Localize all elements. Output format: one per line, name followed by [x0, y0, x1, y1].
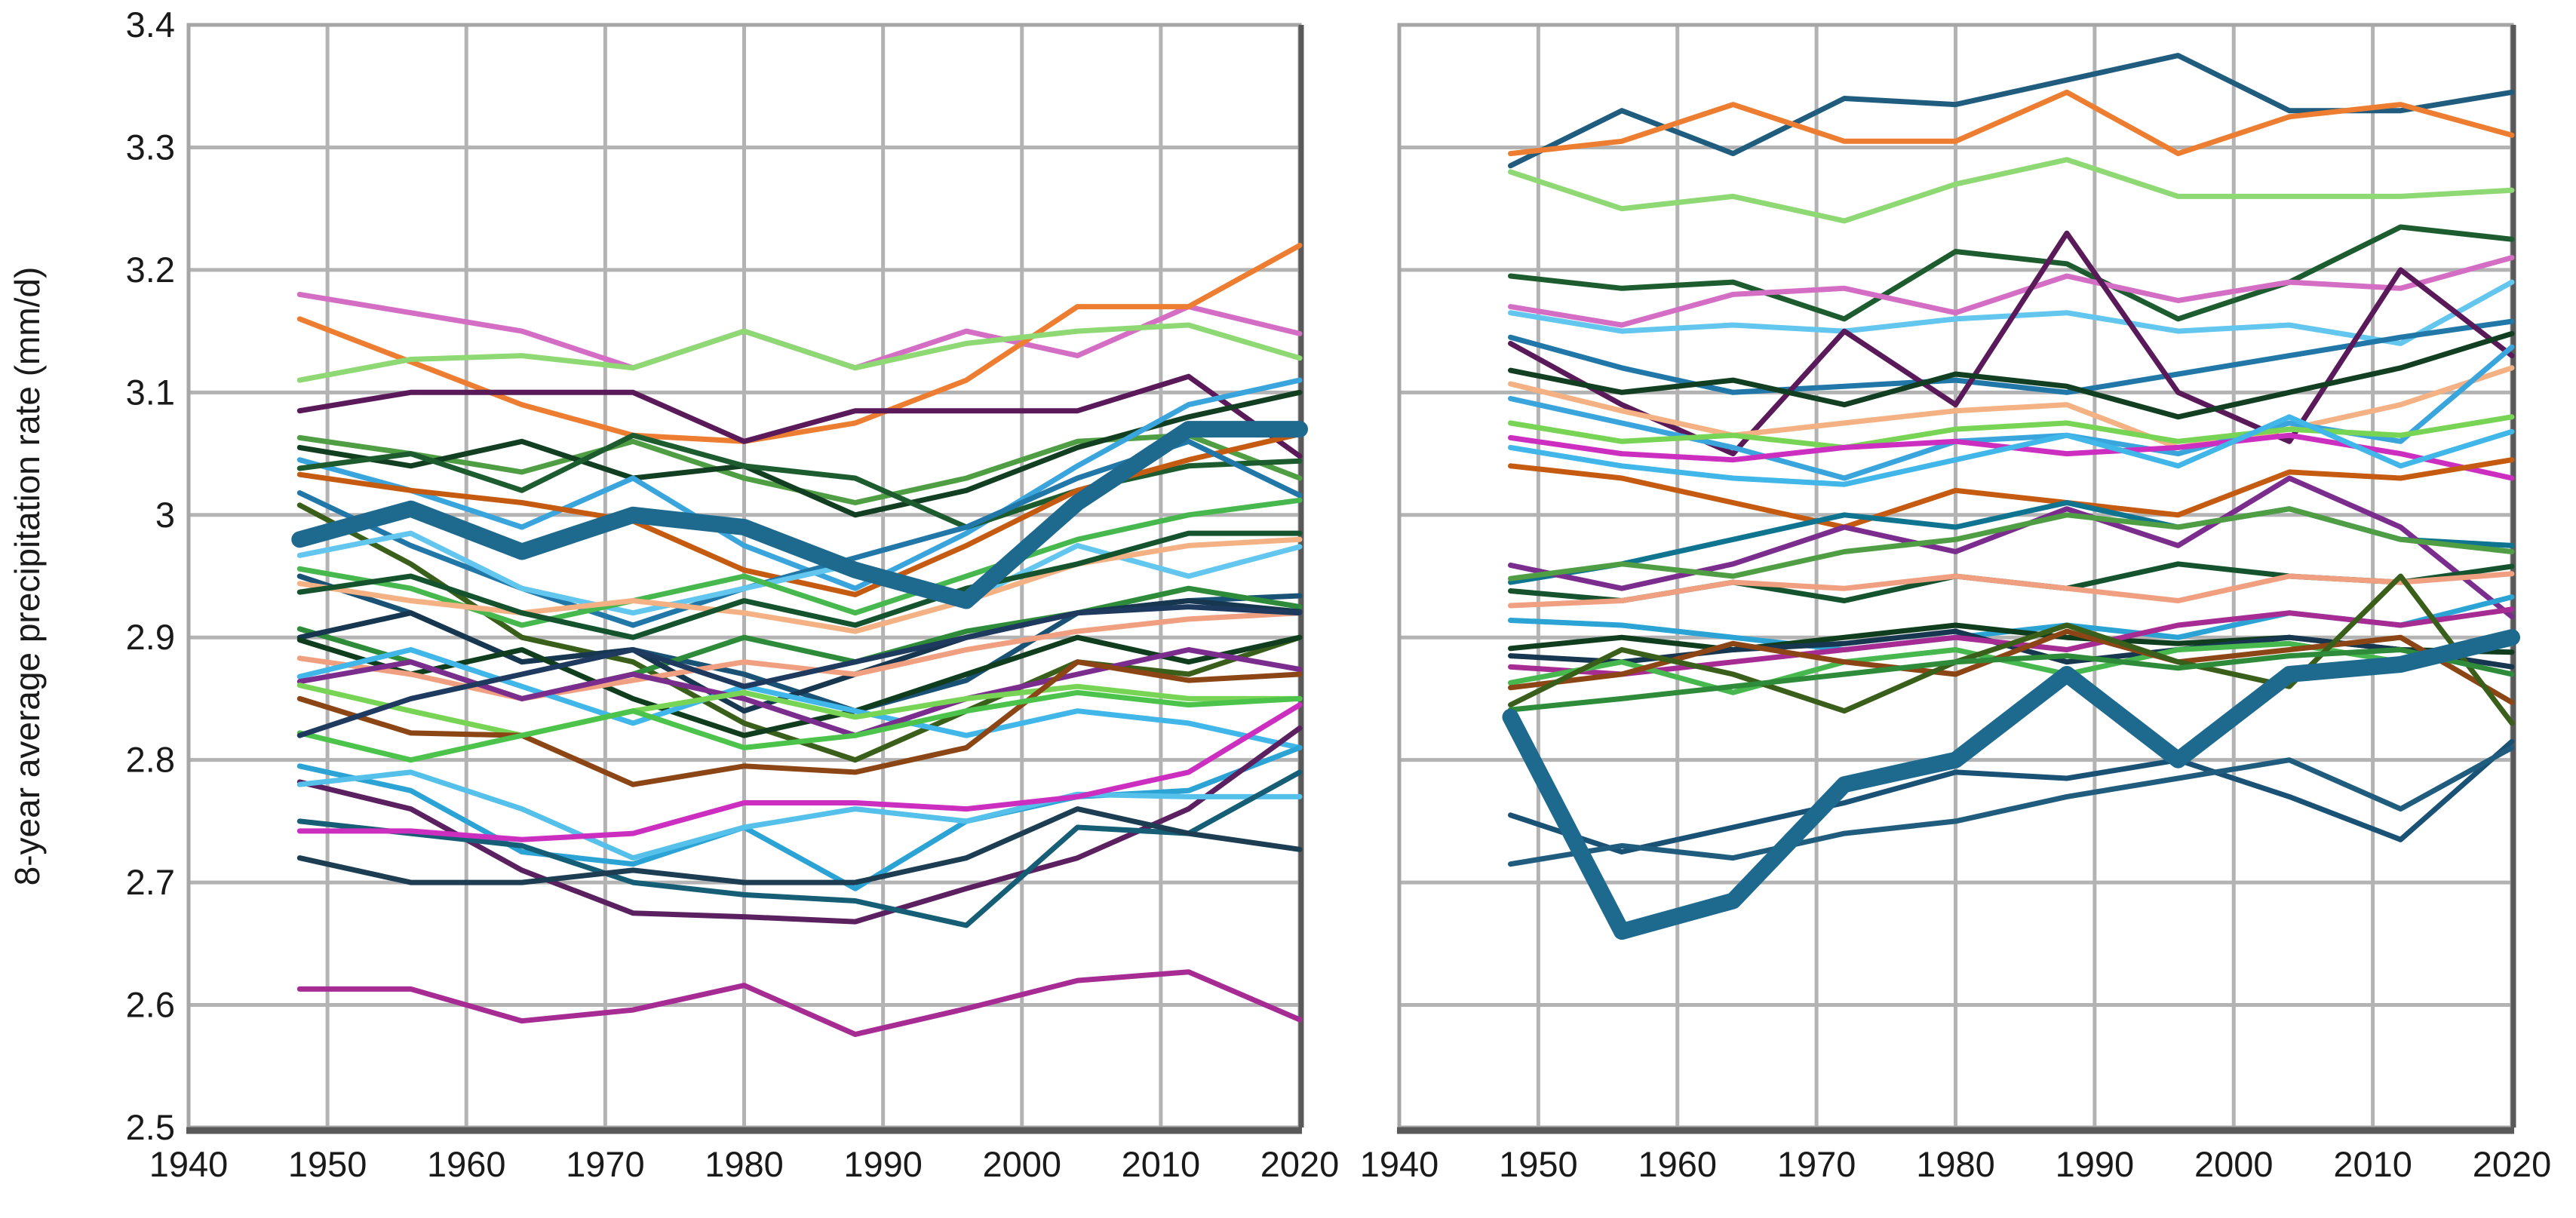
y-tick-label: 2.8 — [126, 740, 175, 780]
x-tick-label: 1980 — [705, 1144, 784, 1184]
x-tick-label: 2020 — [2473, 1144, 2552, 1184]
y-tick-label: 2.5 — [126, 1107, 175, 1147]
x-tick-label: 1960 — [1638, 1144, 1717, 1184]
series-line — [1508, 89, 2515, 157]
series-line — [1508, 573, 2515, 726]
x-tick-label: 1970 — [566, 1144, 645, 1184]
series-line — [1508, 744, 2515, 867]
x-tick-label: 1950 — [1499, 1144, 1578, 1184]
series-line — [296, 769, 1303, 861]
series-line — [1508, 738, 2515, 854]
left-panel — [186, 23, 1308, 1134]
series-line — [296, 322, 1303, 383]
x-tick-label: 1990 — [843, 1144, 923, 1184]
series-line — [296, 530, 1303, 640]
series-line — [296, 373, 1303, 459]
x-tick-label: 2000 — [2194, 1144, 2274, 1184]
series-line — [296, 969, 1303, 1037]
series-line — [296, 683, 1303, 738]
y-tick-label: 3.2 — [126, 250, 175, 290]
series-line — [296, 604, 1303, 738]
series-line — [296, 377, 1303, 591]
x-tick-label: 2000 — [982, 1144, 1061, 1184]
highlight-series-line — [291, 421, 1308, 609]
series-line — [1508, 318, 2515, 395]
x-tick-label: 1990 — [2056, 1144, 2135, 1184]
series-line — [296, 242, 1303, 444]
x-tick-label: 1970 — [1777, 1144, 1856, 1184]
x-tick-label: 1980 — [1916, 1144, 1995, 1184]
y-tick-label: 3.3 — [126, 127, 175, 167]
series-line — [296, 659, 1303, 787]
x-tick-label: 2010 — [1122, 1144, 1201, 1184]
x-tick-label: 1950 — [288, 1144, 367, 1184]
series-line — [296, 530, 1303, 616]
series-line — [1508, 571, 2515, 609]
series-line — [1508, 230, 2515, 457]
series-line — [1508, 224, 2515, 322]
series-line — [1508, 255, 2515, 328]
y-tick-label: 2.6 — [126, 985, 175, 1025]
series-line — [296, 647, 1303, 750]
axis-text-layer: 3.4 3.3 3.2 3.1 3 2.9 2.8 2.7 2.6 2.5 8-year avera… — [8, 5, 2551, 1184]
y-tick-label: 2.9 — [126, 617, 175, 657]
highlight-series-line — [1502, 629, 2520, 940]
series-line — [296, 702, 1303, 842]
y-axis-title: 8-year average precipitation rate (mm/d) — [8, 267, 47, 886]
y-tick-label: 3.4 — [126, 5, 175, 44]
series-line — [1508, 157, 2515, 224]
series-line — [296, 806, 1303, 885]
y-tick-label: 2.7 — [126, 862, 175, 902]
series-line — [1508, 628, 2515, 705]
x-tick-label: 1940 — [149, 1144, 229, 1184]
x-tick-label: 2010 — [2333, 1144, 2412, 1184]
y-tick-label: 3.1 — [126, 372, 175, 412]
series-line — [296, 634, 1303, 738]
series-line — [1508, 365, 2515, 450]
x-tick-label: 2020 — [1260, 1144, 1340, 1184]
series-line — [1508, 330, 2515, 420]
series-line — [296, 432, 1303, 530]
y-tick-label: 3 — [155, 495, 175, 535]
series-line — [1508, 414, 2515, 487]
right-panel — [1397, 23, 2520, 1134]
x-tick-label: 1960 — [427, 1144, 506, 1184]
series-line — [1508, 475, 2515, 620]
series-line — [1508, 647, 2515, 713]
series-line — [1508, 506, 2515, 581]
series-line — [296, 689, 1303, 763]
series-line — [296, 389, 1303, 518]
series-line — [1508, 414, 2515, 450]
series-line — [296, 598, 1303, 714]
series-line — [296, 647, 1303, 738]
series-line — [296, 769, 1303, 928]
x-tick-label: 1940 — [1360, 1144, 1439, 1184]
series-line — [296, 536, 1303, 634]
series-line — [1508, 457, 2515, 530]
